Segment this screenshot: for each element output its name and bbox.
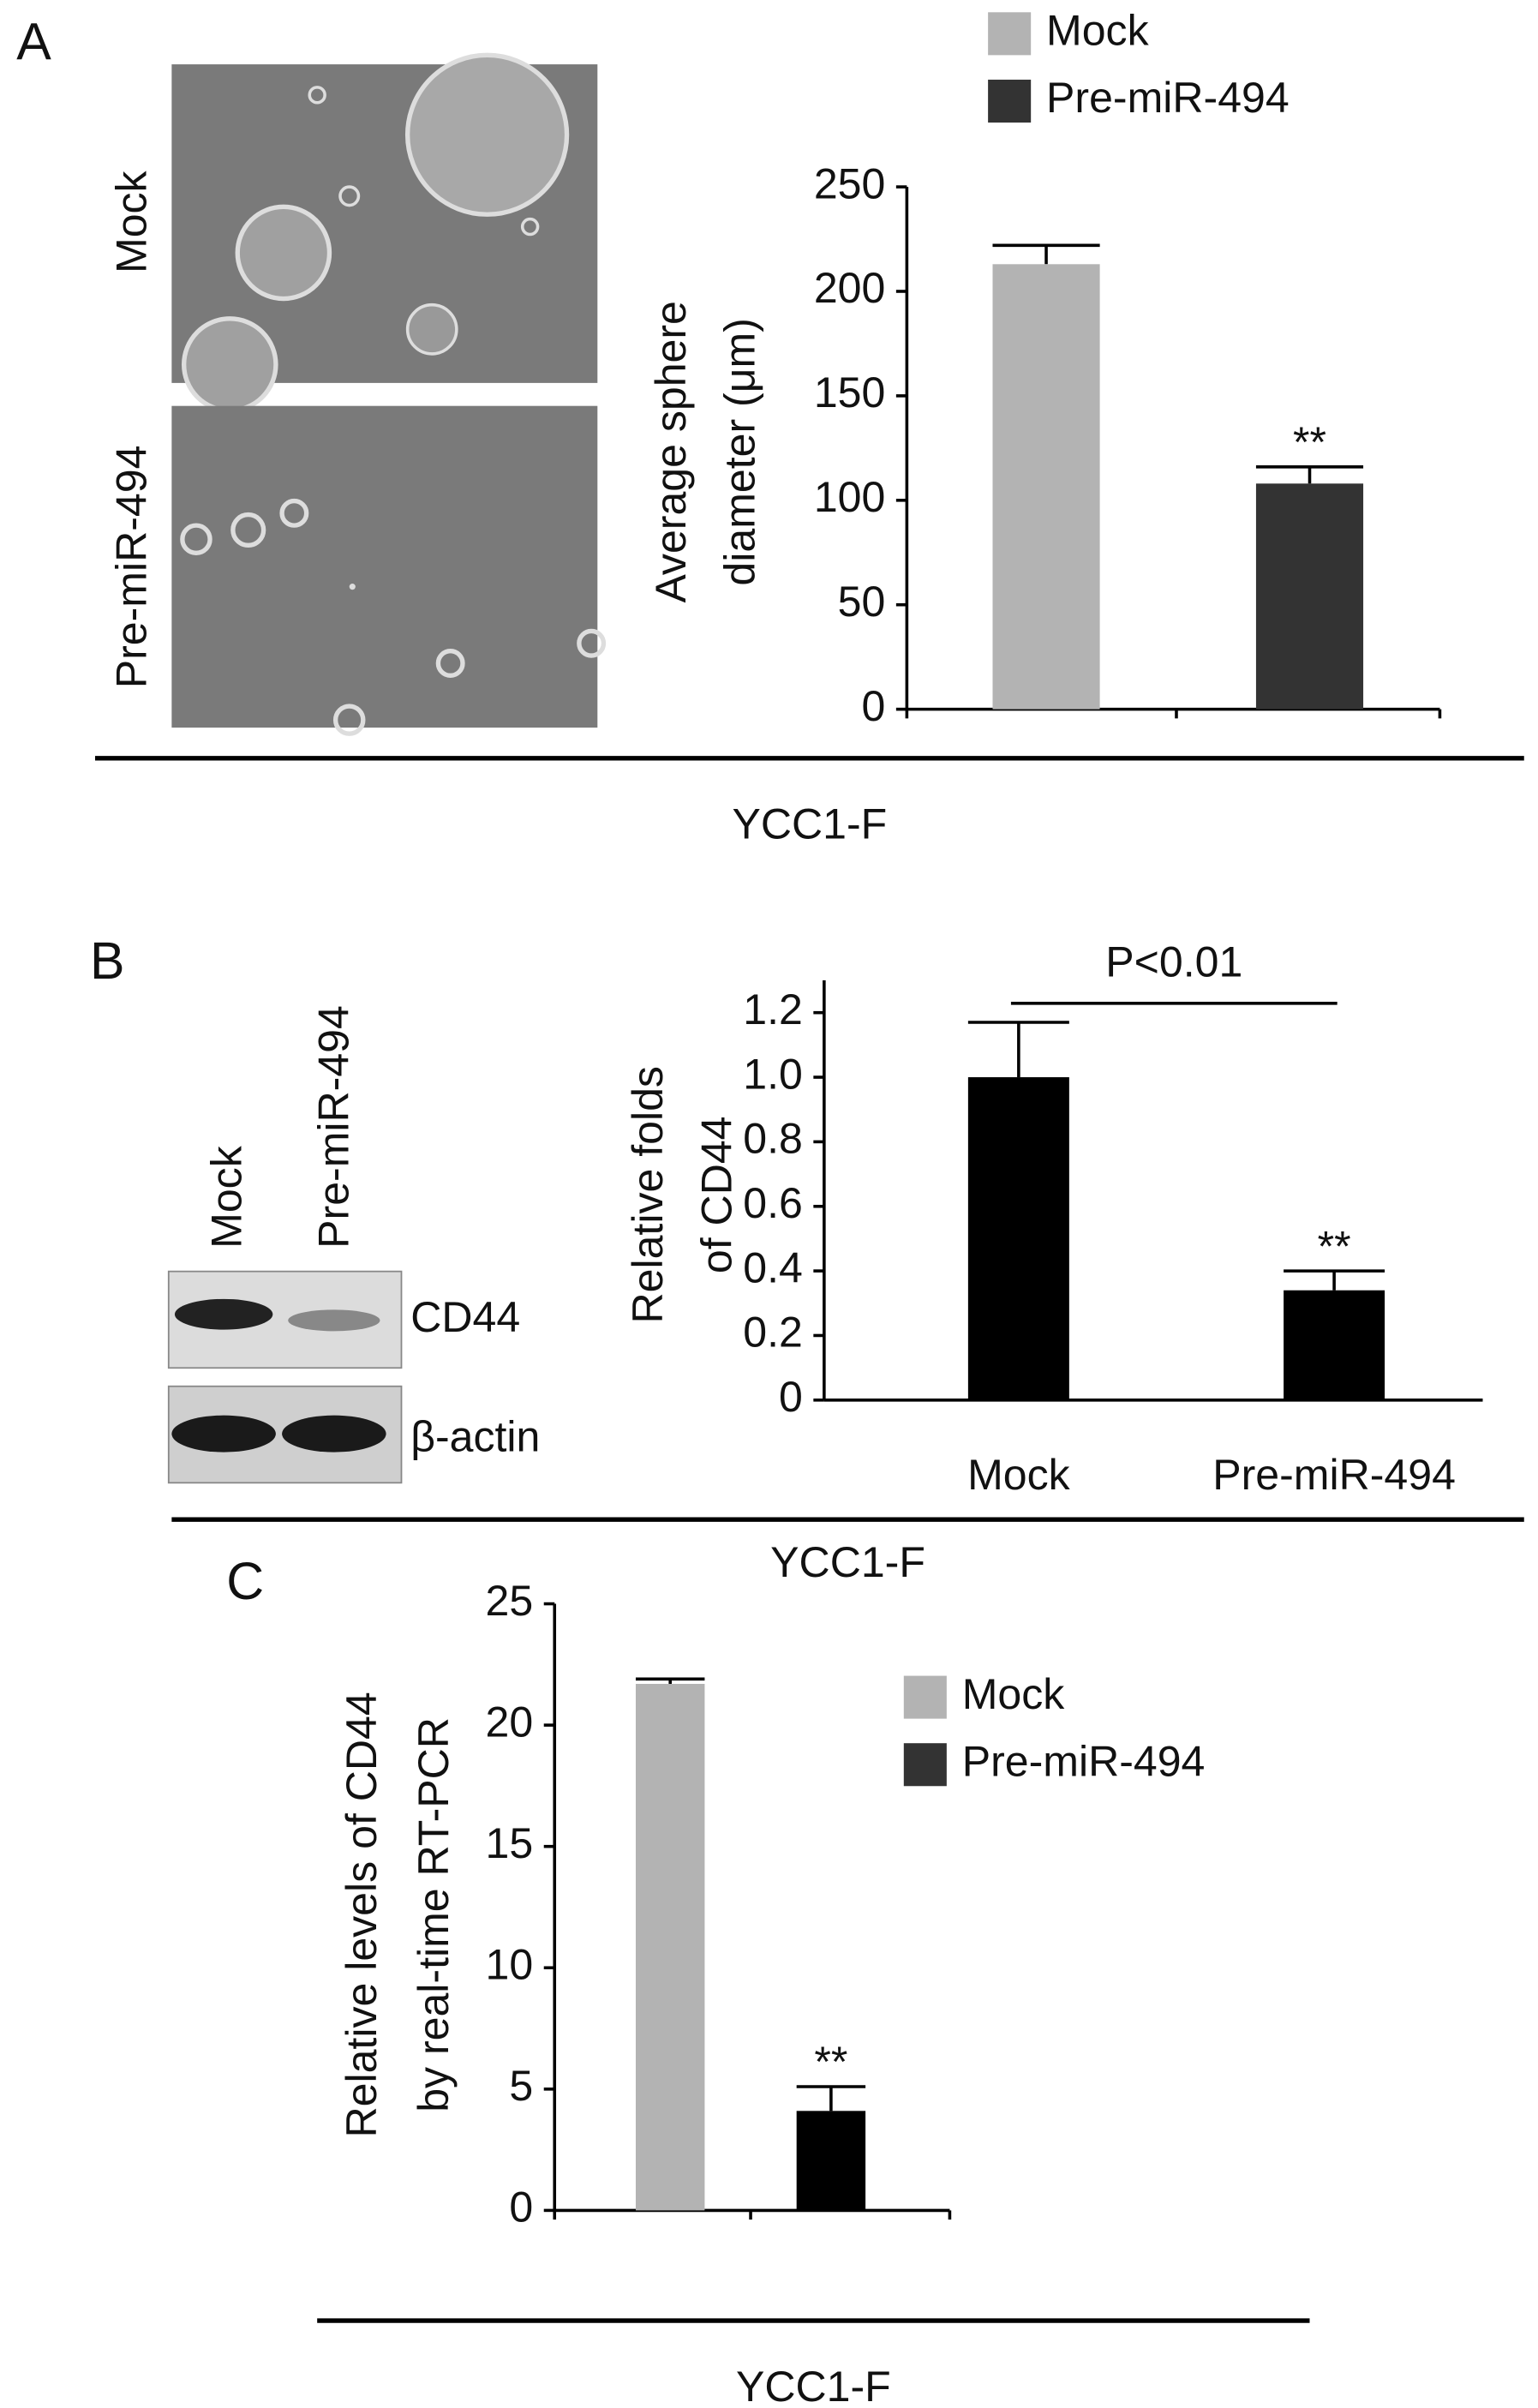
panel-label: B bbox=[90, 931, 125, 990]
p-value-label: P<0.01 bbox=[1105, 937, 1242, 985]
image-label: Mock bbox=[108, 170, 156, 273]
y-tick-label: 1.2 bbox=[743, 985, 803, 1033]
y-tick-label: 0 bbox=[779, 1373, 803, 1421]
y-tick-label: 0.6 bbox=[743, 1179, 803, 1227]
y-tick-label: 0.4 bbox=[743, 1243, 803, 1291]
y-tick-label: 0 bbox=[509, 2183, 533, 2231]
y-tick-label: 200 bbox=[814, 264, 886, 312]
y-tick-label: 5 bbox=[509, 2062, 533, 2110]
legend-swatch bbox=[988, 79, 1032, 123]
panel-label: C bbox=[226, 1552, 264, 1610]
legend-label: Mock bbox=[1046, 7, 1150, 55]
y-tick-label: 250 bbox=[814, 159, 886, 207]
significance-label: ** bbox=[1318, 1222, 1351, 1270]
y-axis-label: of CD44 bbox=[693, 1116, 741, 1273]
micrograph-pre-mir bbox=[171, 405, 607, 736]
y-tick-label: 100 bbox=[814, 473, 886, 521]
y-tick-label: 0 bbox=[862, 682, 886, 730]
band-label: CD44 bbox=[410, 1293, 520, 1341]
footer-label: YCC1-F bbox=[736, 2363, 891, 2408]
x-tick-label: Mock bbox=[967, 1451, 1071, 1499]
legend-swatch bbox=[903, 1743, 947, 1787]
x-tick-label: Pre-miR-494 bbox=[1212, 1451, 1456, 1499]
y-tick-label: 15 bbox=[486, 1819, 534, 1867]
y-tick-label: 50 bbox=[838, 578, 886, 626]
y-tick-label: 0.2 bbox=[743, 1309, 803, 1357]
legend-swatch bbox=[988, 12, 1032, 56]
panel-label: A bbox=[16, 13, 51, 71]
y-tick-label: 10 bbox=[486, 1940, 534, 1988]
y-tick-label: 20 bbox=[486, 1698, 534, 1746]
y-axis-label: Average sphere bbox=[647, 301, 695, 602]
lane-label: Mock bbox=[203, 1145, 251, 1249]
bar bbox=[967, 1077, 1069, 1400]
y-tick-label: 0.8 bbox=[743, 1115, 803, 1163]
legend-swatch bbox=[903, 1675, 947, 1719]
micrograph-mock bbox=[171, 52, 598, 413]
bar bbox=[796, 2111, 866, 2211]
y-axis-label: Relative folds bbox=[624, 1066, 672, 1323]
bar bbox=[992, 264, 1100, 710]
significance-label: ** bbox=[1293, 418, 1326, 466]
y-axis-label: diameter (μm) bbox=[715, 318, 763, 585]
y-axis-label: by real-time RT-PCR bbox=[410, 1717, 458, 2112]
legend-label: Pre-miR-494 bbox=[1046, 74, 1290, 122]
band-label: β-actin bbox=[410, 1412, 540, 1460]
significance-label: ** bbox=[814, 2038, 847, 2086]
footer-label: YCC1-F bbox=[732, 800, 887, 848]
bar bbox=[635, 1683, 705, 2211]
y-tick-label: 150 bbox=[814, 368, 886, 416]
y-tick-label: 25 bbox=[486, 1577, 534, 1625]
lane-label: Pre-miR-494 bbox=[310, 1005, 358, 1249]
y-tick-label: 1.0 bbox=[743, 1050, 803, 1098]
y-axis-label: Relative levels of CD44 bbox=[338, 1692, 386, 2137]
western-blot bbox=[167, 1270, 403, 1484]
bar bbox=[1284, 1290, 1385, 1400]
bar bbox=[1255, 483, 1364, 710]
footer-label: YCC1-F bbox=[770, 1538, 925, 1586]
legend-label: Mock bbox=[962, 1670, 1066, 1718]
legend-label: Pre-miR-494 bbox=[962, 1737, 1206, 1785]
image-label: Pre-miR-494 bbox=[108, 446, 156, 689]
